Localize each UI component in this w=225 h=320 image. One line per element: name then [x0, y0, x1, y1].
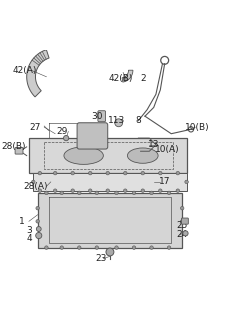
Circle shape: [88, 189, 92, 192]
Text: 42(A): 42(A): [12, 66, 36, 75]
Text: 27: 27: [30, 123, 41, 132]
Circle shape: [106, 189, 109, 192]
Circle shape: [149, 191, 153, 195]
Circle shape: [149, 246, 153, 249]
Polygon shape: [38, 193, 181, 248]
Circle shape: [140, 189, 144, 192]
FancyBboxPatch shape: [15, 148, 23, 154]
Polygon shape: [33, 173, 186, 191]
Circle shape: [106, 248, 113, 256]
Circle shape: [132, 191, 135, 195]
Circle shape: [180, 220, 183, 223]
Circle shape: [182, 231, 187, 236]
Circle shape: [184, 180, 187, 184]
Circle shape: [140, 172, 144, 175]
Circle shape: [180, 206, 183, 210]
Text: 13: 13: [147, 140, 159, 149]
Circle shape: [114, 119, 122, 127]
Circle shape: [60, 191, 63, 195]
Text: 4: 4: [26, 234, 32, 243]
Circle shape: [63, 135, 68, 141]
FancyBboxPatch shape: [77, 123, 107, 149]
Circle shape: [36, 227, 41, 231]
FancyBboxPatch shape: [181, 218, 187, 224]
FancyBboxPatch shape: [97, 111, 105, 122]
Circle shape: [95, 246, 98, 249]
Polygon shape: [27, 50, 49, 97]
Circle shape: [53, 189, 57, 192]
Circle shape: [123, 189, 126, 192]
Circle shape: [77, 191, 81, 195]
Ellipse shape: [64, 147, 103, 164]
Circle shape: [38, 172, 41, 175]
Text: 29: 29: [56, 127, 67, 136]
Text: 25: 25: [176, 221, 187, 230]
Circle shape: [36, 220, 39, 223]
Circle shape: [45, 191, 48, 195]
Text: 10(B): 10(B): [184, 123, 209, 132]
Circle shape: [166, 191, 170, 195]
Circle shape: [175, 189, 179, 192]
Circle shape: [71, 189, 74, 192]
Text: 2: 2: [139, 75, 145, 84]
Circle shape: [158, 189, 161, 192]
Circle shape: [31, 180, 35, 184]
Text: 23: 23: [95, 254, 106, 263]
Text: 3: 3: [26, 226, 32, 235]
Circle shape: [77, 246, 81, 249]
Circle shape: [166, 246, 170, 249]
Circle shape: [53, 172, 57, 175]
Circle shape: [36, 206, 39, 210]
Circle shape: [60, 246, 63, 249]
Circle shape: [106, 172, 109, 175]
Circle shape: [71, 172, 74, 175]
Text: 8: 8: [135, 116, 141, 125]
Polygon shape: [122, 70, 132, 82]
Text: 24: 24: [176, 230, 187, 239]
Ellipse shape: [127, 148, 158, 163]
Circle shape: [158, 172, 161, 175]
Circle shape: [88, 172, 92, 175]
Circle shape: [175, 172, 179, 175]
Circle shape: [45, 246, 48, 249]
Circle shape: [114, 191, 118, 195]
Text: 28(A): 28(A): [23, 182, 47, 191]
Text: 42(B): 42(B): [108, 75, 133, 84]
Polygon shape: [29, 138, 186, 173]
Text: 17: 17: [158, 177, 170, 187]
Text: 10(A): 10(A): [154, 145, 178, 154]
Circle shape: [38, 189, 41, 192]
Text: 30: 30: [91, 112, 102, 121]
Text: 1: 1: [19, 217, 25, 226]
Text: 28(B): 28(B): [1, 142, 26, 151]
Circle shape: [123, 172, 126, 175]
Circle shape: [36, 233, 42, 239]
Circle shape: [132, 246, 135, 249]
Circle shape: [95, 191, 98, 195]
Text: 113: 113: [107, 116, 125, 125]
Circle shape: [114, 246, 118, 249]
